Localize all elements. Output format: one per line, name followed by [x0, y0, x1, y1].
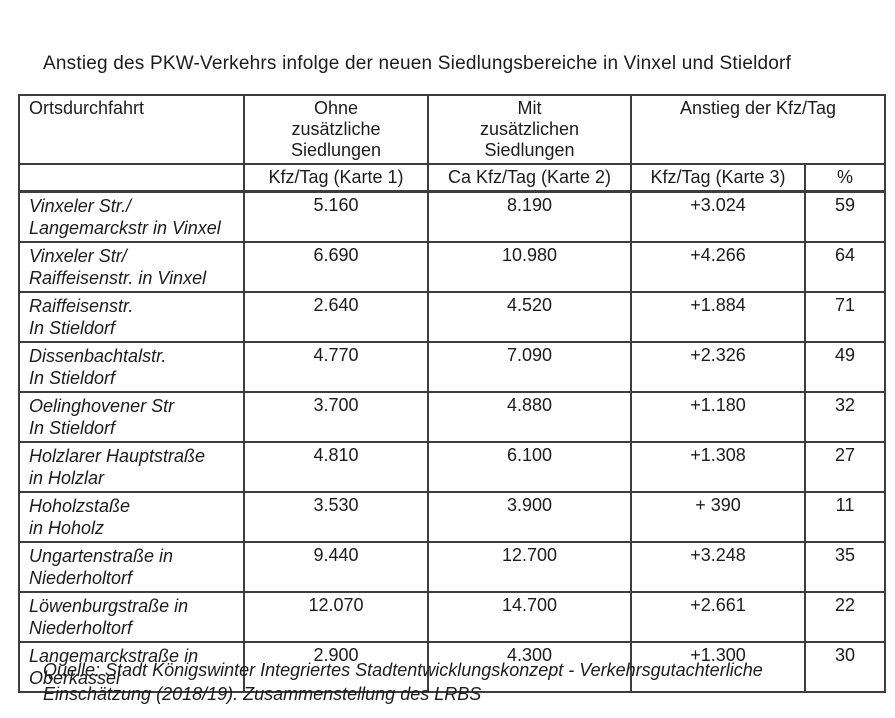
cell-street: Löwenburgstraße in Niederholtorf: [18, 591, 245, 643]
table-row: Dissenbachtalstr. In Stieldorf 4.770 7.0…: [18, 341, 886, 393]
cell-street: Hoholzstaße in Hoholz: [18, 491, 245, 543]
table-row: Vinxeler Str/ Raiffeisenstr. in Vinxel 6…: [18, 241, 886, 293]
cell-kfz-mit: 4.300: [427, 641, 632, 693]
cell-kfz-mit: 10.980: [427, 241, 632, 293]
table-row: Raiffeisenstr. In Stieldorf 2.640 4.520 …: [18, 291, 886, 343]
cell-kfz-ohne: 6.690: [243, 241, 429, 293]
cell-street: Holzlarer Hauptstraße in Holzlar: [18, 441, 245, 493]
table-row: Holzlarer Hauptstraße in Holzlar 4.810 6…: [18, 441, 886, 493]
subheader-percent: %: [804, 163, 886, 193]
source-note: Quelle: Stadt Königswinter Integriertes …: [43, 660, 763, 704]
header-row-main: Ortsdurchfahrt Ohne zusätzliche Siedlung…: [18, 94, 886, 165]
header-ortsdurchfahrt: Ortsdurchfahrt: [18, 94, 245, 165]
cell-anstieg: +4.266: [630, 241, 806, 293]
cell-street: Raiffeisenstr. In Stieldorf: [18, 291, 245, 343]
cell-prozent: 11: [804, 491, 886, 543]
table-row: Ungartenstraße in Niederholtorf 9.440 12…: [18, 541, 886, 593]
cell-anstieg: +1.180: [630, 391, 806, 443]
cell-anstieg: +1.300: [630, 641, 806, 693]
table-row: Langemarckstraße in Oberkassel 2.900 4.3…: [18, 641, 886, 693]
cell-anstieg: +2.661: [630, 591, 806, 643]
cell-anstieg: +3.024: [630, 190, 806, 243]
cell-prozent: 59: [804, 190, 886, 243]
cell-kfz-mit: 14.700: [427, 591, 632, 643]
cell-anstieg: + 390: [630, 491, 806, 543]
cell-kfz-mit: 8.190: [427, 190, 632, 243]
table-body: Vinxeler Str./ Langemarckstr in Vinxel 5…: [18, 190, 886, 693]
cell-prozent: 27: [804, 441, 886, 493]
table-row: Hoholzstaße in Hoholz 3.530 3.900 + 390 …: [18, 491, 886, 543]
cell-street: Dissenbachtalstr. In Stieldorf: [18, 341, 245, 393]
header-ohne-siedlungen: Ohne zusätzliche Siedlungen: [243, 94, 429, 165]
cell-kfz-ohne: 5.160: [243, 190, 429, 243]
cell-street: Ungartenstraße in Niederholtorf: [18, 541, 245, 593]
subheader-empty: [18, 163, 245, 193]
cell-prozent: 30: [804, 641, 886, 693]
cell-kfz-ohne: 9.440: [243, 541, 429, 593]
traffic-table: Ortsdurchfahrt Ohne zusätzliche Siedlung…: [18, 94, 886, 693]
cell-anstieg: +1.884: [630, 291, 806, 343]
cell-kfz-ohne: 4.810: [243, 441, 429, 493]
cell-anstieg: +1.308: [630, 441, 806, 493]
cell-anstieg: +2.326: [630, 341, 806, 393]
cell-anstieg: +3.248: [630, 541, 806, 593]
cell-street: Vinxeler Str./ Langemarckstr in Vinxel: [18, 190, 245, 243]
cell-street: Oelinghovener Str In Stieldorf: [18, 391, 245, 443]
cell-kfz-ohne: 2.640: [243, 291, 429, 343]
cell-kfz-ohne: 4.770: [243, 341, 429, 393]
cell-kfz-ohne: 3.700: [243, 391, 429, 443]
cell-prozent: 49: [804, 341, 886, 393]
subheader-karte2: Ca Kfz/Tag (Karte 2): [427, 163, 632, 193]
cell-kfz-mit: 3.900: [427, 491, 632, 543]
table-row: Vinxeler Str./ Langemarckstr in Vinxel 5…: [18, 190, 886, 243]
cell-street: Vinxeler Str/ Raiffeisenstr. in Vinxel: [18, 241, 245, 293]
cell-kfz-mit: 7.090: [427, 341, 632, 393]
cell-prozent: 35: [804, 541, 886, 593]
cell-kfz-mit: 4.520: [427, 291, 632, 343]
cell-kfz-mit: 4.880: [427, 391, 632, 443]
table-row: Löwenburgstraße in Niederholtorf 12.070 …: [18, 591, 886, 643]
header-mit-siedlungen: Mit zusätzlichen Siedlungen: [427, 94, 632, 165]
cell-prozent: 64: [804, 241, 886, 293]
cell-kfz-ohne: 12.070: [243, 591, 429, 643]
cell-street: Langemarckstraße in Oberkassel: [18, 641, 245, 693]
subheader-karte3: Kfz/Tag (Karte 3): [630, 163, 806, 193]
cell-prozent: 71: [804, 291, 886, 343]
cell-kfz-mit: 6.100: [427, 441, 632, 493]
cell-kfz-mit: 12.700: [427, 541, 632, 593]
header-row-sub: Kfz/Tag (Karte 1) Ca Kfz/Tag (Karte 2) K…: [18, 163, 886, 193]
cell-prozent: 22: [804, 591, 886, 643]
table-row: Oelinghovener Str In Stieldorf 3.700 4.8…: [18, 391, 886, 443]
table-header: Ortsdurchfahrt Ohne zusätzliche Siedlung…: [18, 94, 886, 193]
cell-kfz-ohne: 3.530: [243, 491, 429, 543]
header-anstieg-kfz-tag: Anstieg der Kfz/Tag: [630, 94, 886, 165]
cell-prozent: 32: [804, 391, 886, 443]
page-title: Anstieg des PKW-Verkehrs infolge der neu…: [43, 53, 792, 74]
cell-kfz-ohne: 2.900: [243, 641, 429, 693]
subheader-karte1: Kfz/Tag (Karte 1): [243, 163, 429, 193]
